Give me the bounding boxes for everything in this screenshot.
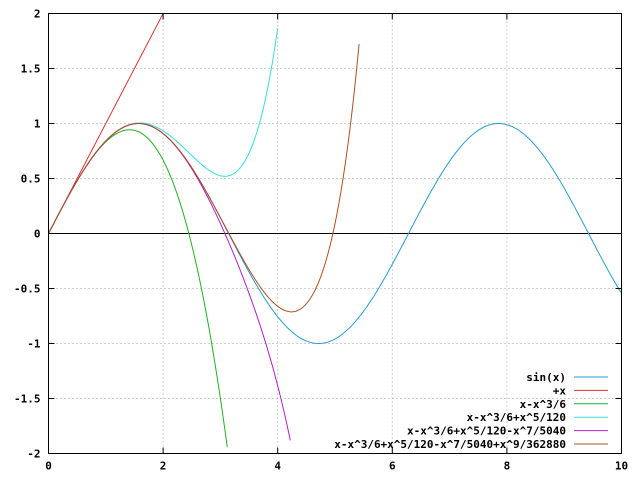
ticks: 0 2 4 6 8 10 -2 -1.5 -1 -0.5 0 0.5 1 1.5 2	[14, 8, 628, 473]
y-tick-label: 0	[34, 228, 41, 241]
series-line	[48, 28, 279, 234]
y-tick-label: -0.5	[14, 283, 41, 296]
legend-label: +x	[553, 384, 567, 397]
series-line	[48, 123, 291, 441]
series-line	[48, 44, 360, 313]
y-tick-label: 2	[34, 8, 41, 21]
y-tick-label: -1.5	[14, 393, 41, 406]
x-tick-label: 10	[615, 460, 628, 473]
legend: sin(x)+xx-x^3/6x-x^3/6+x^5/120x-x^3/6+x^…	[334, 371, 608, 451]
x-tick-label: 0	[45, 460, 52, 473]
x-tick-label: 8	[504, 460, 511, 473]
x-tick-label: 6	[389, 460, 396, 473]
legend-label: x-x^3/6+x^5/120-x^7/5040+x^9/362880	[334, 438, 566, 451]
series-line	[48, 129, 228, 448]
y-tick-label: 1	[34, 118, 41, 131]
y-tick-label: 1.5	[21, 63, 41, 76]
x-tick-label: 2	[160, 460, 167, 473]
y-tick-label: -2	[27, 448, 40, 461]
legend-label: x-x^3/6+x^5/120-x^7/5040	[407, 425, 566, 438]
y-tick-label: -1	[27, 338, 41, 351]
y-tick-label: 0.5	[21, 173, 41, 186]
legend-label: sin(x)	[526, 371, 566, 384]
legend-label: x-x^3/6	[520, 398, 567, 411]
legend-label: x-x^3/6+x^5/120	[467, 411, 566, 424]
x-tick-label: 4	[274, 460, 281, 473]
series-layer	[48, 13, 622, 448]
